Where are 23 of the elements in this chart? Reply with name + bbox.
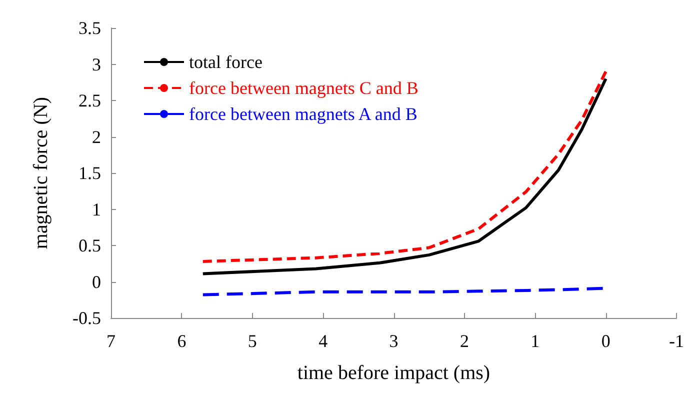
y-tick-label: 0	[92, 272, 101, 292]
x-tick-label: 7	[106, 331, 116, 351]
x-tick-label: 4	[318, 331, 328, 351]
y-tick-label: 2.5	[78, 90, 101, 110]
x-tick-label: -1	[669, 331, 684, 351]
y-tick-label: 2	[92, 126, 101, 147]
y-tick-label: 3	[92, 54, 101, 74]
x-tick-label: 0	[601, 331, 610, 351]
x-tick-label: 6	[177, 331, 186, 351]
y-tick-label: 1	[92, 199, 101, 220]
y-tick-label: 1.5	[78, 163, 101, 183]
y-tick-label: -0.5	[72, 308, 101, 328]
y-tick-label: 3.5	[78, 18, 101, 38]
legend-label: total force	[189, 52, 262, 72]
x-tick-label: 5	[248, 331, 257, 351]
legend-label: force between magnets C and B	[189, 78, 418, 98]
x-tick-label: 2	[460, 331, 469, 351]
x-tick-label: 3	[389, 331, 398, 351]
x-tick-label: 1	[530, 331, 540, 351]
y-tick-label: 0.5	[78, 236, 101, 256]
legend-label: force between magnets A and B	[189, 104, 418, 124]
x-axis-title: time before impact (ms)	[297, 362, 490, 384]
y-axis-title: magnetic force (N)	[30, 96, 52, 250]
